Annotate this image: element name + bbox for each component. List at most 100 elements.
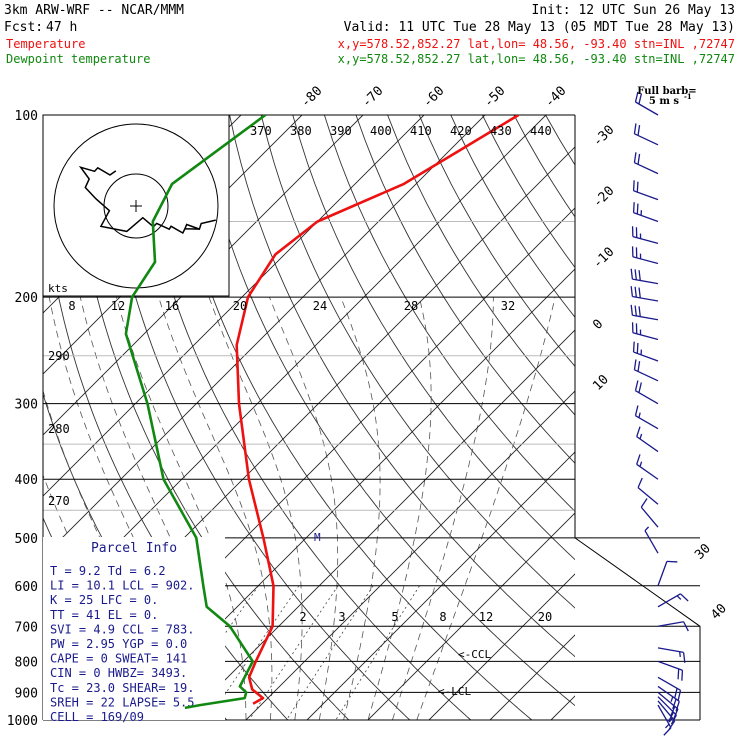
- wind-barb: [657, 621, 689, 632]
- parcel-info-row: TT = 41 EL = 0.: [50, 608, 158, 622]
- mixing-ratio-label: 5: [391, 610, 398, 624]
- isotherm-label: -40: [542, 84, 569, 111]
- wind-barb: [657, 593, 689, 608]
- theta-e-label: 290: [48, 349, 70, 363]
- pressure-label: 600: [15, 580, 38, 595]
- dewpoint-location: x,y=578.52,852.27 lat,lon= 48.56, -93.40…: [338, 52, 735, 66]
- temperature-location: x,y=578.52,852.27 lat,lon= 48.56, -93.40…: [338, 37, 735, 51]
- wind-barb: [630, 268, 659, 285]
- wind-barb: [634, 380, 659, 405]
- parcel-info-row: T = 9.2 Td = 6.2: [50, 564, 166, 578]
- mixing-ratio-label: 3: [338, 610, 345, 624]
- dry-adiabat: [229, 115, 575, 658]
- m-marker: M: [314, 531, 321, 544]
- forecast-hour: 47 h: [46, 20, 77, 35]
- moist-adiabat: [392, 297, 494, 720]
- hodograph-trace: [78, 165, 216, 235]
- model-title: 3km ARW-WRF -- NCAR/MMM: [4, 3, 184, 18]
- wind-barb: [633, 152, 659, 175]
- wind-barb: [632, 180, 659, 201]
- wind-barb: [636, 426, 659, 453]
- dry-adiabat: [481, 115, 575, 269]
- parcel-info-title: Parcel Info: [91, 541, 177, 556]
- wind-barb: [632, 341, 659, 362]
- wind-barb: [631, 226, 659, 245]
- pressure-label: 100: [15, 109, 38, 124]
- wind-barb: [636, 454, 659, 480]
- wind-barb: [640, 498, 659, 528]
- speed-label: 28: [404, 299, 418, 313]
- isotherm: [550, 695, 575, 720]
- full-barb-label: Full barb=: [637, 86, 696, 97]
- isotherm: [367, 512, 575, 720]
- dry-adiabat: [609, 115, 740, 720]
- mixing-ratio-label: 20: [538, 610, 552, 624]
- temperature-profile: [235, 115, 520, 705]
- parcel-info-row: SREH = 22 LAPSE= 5.5: [50, 695, 195, 709]
- isotherm: [428, 573, 575, 720]
- wind-barb: [657, 685, 680, 712]
- speed-label: 8: [68, 299, 75, 313]
- theta-label: 390: [330, 124, 352, 138]
- wind-barb: [637, 477, 659, 505]
- mixing-ratio-label: 12: [479, 610, 493, 624]
- parcel-info-box: [43, 537, 225, 720]
- pressure-label: 200: [15, 291, 38, 306]
- full-barb-exponent: -1: [684, 92, 692, 101]
- lcl-marker: <-LCL: [438, 685, 471, 698]
- moist-adiabat: [269, 296, 339, 720]
- full-barb-value: 5 m s: [649, 96, 680, 107]
- isotherm: [43, 115, 547, 619]
- isotherm-label: -30: [590, 123, 617, 150]
- theta-label: 370: [250, 124, 272, 138]
- dry-adiabat: [418, 115, 575, 368]
- wind-barb: [657, 660, 684, 681]
- isotherm-label: -50: [481, 84, 508, 111]
- theta-label: 400: [370, 124, 392, 138]
- isotherm-label: -70: [359, 84, 386, 111]
- theta-e-label: 270: [48, 494, 70, 508]
- wind-barb: [632, 202, 659, 223]
- wind-barb: [657, 704, 672, 736]
- speed-label: 16: [165, 299, 179, 313]
- wind-barb: [633, 359, 659, 382]
- theta-label: 410: [410, 124, 432, 138]
- pressure-label: 900: [15, 686, 38, 701]
- speed-label: 32: [501, 299, 515, 313]
- pressure-label: 400: [15, 473, 38, 488]
- pressure-label: 800: [15, 655, 38, 670]
- isotherm-label: 0: [590, 317, 606, 333]
- isotherm-label: -80: [298, 84, 325, 111]
- parcel-info-row: CIN = 0 HWBZ= 3493.: [50, 666, 187, 680]
- wind-barb: [657, 647, 686, 663]
- parcel-info-row: Tc = 23.0 SHEAR= 19.: [50, 681, 195, 695]
- pressure-label: 300: [15, 398, 38, 413]
- dewpoint-profile: [124, 115, 267, 710]
- parcel-info-row: CELL = 169/09: [50, 710, 144, 724]
- wind-barb: [630, 286, 659, 302]
- dewpoint-legend: Dewpoint temperature: [6, 52, 151, 66]
- isotherm: [43, 115, 364, 436]
- isotherm: [306, 451, 575, 720]
- theta-label: 420: [450, 124, 472, 138]
- pressure-label: 500: [15, 532, 38, 547]
- valid-time: Valid: 11 UTC Tue 28 May 13 (05 MDT Tue …: [344, 20, 735, 35]
- theta-label: 440: [530, 124, 552, 138]
- isotherm: [43, 115, 486, 558]
- hodograph-kts-label: kts: [48, 282, 68, 295]
- wind-barb: [644, 526, 659, 554]
- forecast-hour-label: Fcst:: [4, 20, 43, 35]
- isotherm-label: -60: [420, 84, 447, 111]
- isotherm: [489, 634, 575, 720]
- init-time: Init: 12 UTC Sun 26 May 13: [532, 3, 736, 18]
- isotherm-label: 40: [708, 601, 730, 623]
- wind-barb: [631, 246, 659, 265]
- theta-e-label: 280: [48, 422, 70, 436]
- isotherm: [43, 115, 425, 497]
- parcel-info-row: CAPE = 0 SWEAT= 141: [50, 652, 187, 666]
- wind-barb: [631, 322, 659, 341]
- parcel-info-row: PW = 2.95 YGP = 0.0: [50, 637, 187, 651]
- ccl-marker: <-CCL: [458, 648, 491, 661]
- dry-adiabat: [640, 115, 740, 720]
- wind-barb: [630, 304, 659, 321]
